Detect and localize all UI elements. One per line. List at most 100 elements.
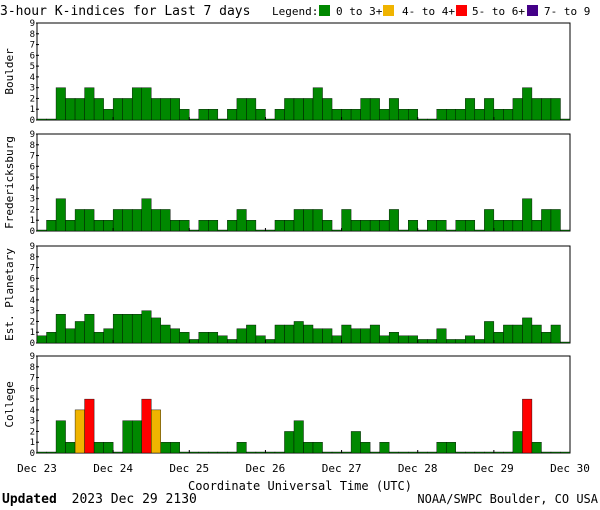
- bar: [560, 118, 571, 121]
- bar: [474, 229, 485, 232]
- bar: [446, 109, 456, 121]
- bar: [465, 220, 476, 232]
- bar: [436, 442, 447, 454]
- bar: [36, 118, 47, 121]
- bar: [55, 314, 66, 344]
- bar: [189, 118, 200, 121]
- legend-label: Legend:: [272, 5, 318, 18]
- bar: [550, 209, 561, 232]
- bar: [455, 451, 466, 454]
- y-tick-label: 9: [30, 19, 35, 29]
- x-axis-label: Coordinate Universal Time (UTC): [188, 479, 412, 493]
- bar: [417, 451, 428, 454]
- footer-updated-label: Updated: [2, 492, 57, 507]
- bar: [227, 451, 238, 454]
- y-tick-label: 2: [30, 317, 35, 327]
- bar: [93, 98, 104, 121]
- bar: [55, 198, 66, 232]
- bar: [560, 229, 571, 232]
- bar: [512, 324, 523, 344]
- bar: [131, 314, 142, 344]
- bar: [388, 332, 399, 344]
- bar: [198, 332, 209, 344]
- bar: [312, 87, 323, 121]
- bar: [303, 209, 314, 232]
- x-tick-label: Dec 23: [17, 462, 57, 475]
- bar: [65, 442, 76, 454]
- bar: [84, 398, 95, 454]
- y-tick-label: 6: [30, 51, 35, 61]
- bar: [246, 451, 257, 454]
- bar: [474, 339, 485, 344]
- bar: [522, 87, 533, 121]
- bar: [122, 209, 133, 232]
- bar: [93, 442, 104, 454]
- bar: [189, 229, 200, 232]
- bar: [160, 98, 171, 121]
- bar: [550, 324, 561, 344]
- bar: [55, 87, 66, 121]
- bar: [512, 220, 523, 232]
- bar: [398, 229, 409, 232]
- bar: [360, 442, 371, 454]
- y-tick-label: 4: [30, 406, 35, 416]
- bar: [93, 220, 104, 232]
- bar: [408, 109, 418, 121]
- bar: [284, 431, 295, 454]
- bar: [293, 209, 304, 232]
- y-tick-label: 9: [30, 352, 35, 362]
- bar: [417, 118, 428, 121]
- bar: [512, 431, 523, 454]
- series-label: Fredericksburg: [3, 136, 16, 229]
- chart-title: 3-hour K-indices for Last 7 days: [0, 4, 250, 19]
- bar: [160, 442, 171, 454]
- bar: [350, 431, 361, 454]
- bar: [46, 332, 57, 344]
- bar: [436, 220, 447, 232]
- bar: [408, 335, 418, 344]
- y-tick-label: 2: [30, 205, 35, 215]
- bar: [360, 328, 371, 344]
- bar: [436, 328, 447, 344]
- x-tick-label: Dec 29: [474, 462, 514, 475]
- bar: [331, 229, 342, 232]
- bar: [408, 220, 418, 232]
- y-tick-label: 5: [30, 395, 35, 405]
- y-tick-label: 4: [30, 296, 35, 306]
- y-tick-label: 2: [30, 427, 35, 437]
- bar: [265, 229, 276, 232]
- bar: [265, 118, 276, 121]
- y-tick-label: 8: [30, 253, 35, 263]
- bar: [151, 209, 161, 232]
- bar: [398, 109, 409, 121]
- bar: [379, 220, 390, 232]
- bar: [512, 98, 523, 121]
- bar: [541, 451, 552, 454]
- bar: [170, 220, 180, 232]
- series-label: Boulder: [3, 48, 16, 95]
- bar: [493, 451, 504, 454]
- bar: [217, 451, 228, 454]
- y-tick-label: 3: [30, 84, 35, 94]
- y-tick-label: 1: [30, 105, 35, 115]
- y-tick-label: 5: [30, 173, 35, 183]
- bar: [312, 442, 323, 454]
- bar: [112, 314, 123, 344]
- footer-updated-value: 2023 Dec 29 2130: [72, 492, 197, 507]
- bar: [522, 198, 533, 232]
- bar: [65, 328, 76, 344]
- bar: [455, 339, 466, 344]
- bar: [503, 220, 514, 232]
- legend-item-0-label: 0 to 3+: [336, 5, 383, 18]
- bar: [427, 451, 437, 454]
- bar: [331, 335, 342, 344]
- bar: [255, 451, 266, 454]
- bar: [465, 335, 476, 344]
- bar: [236, 328, 247, 344]
- bar: [531, 442, 542, 454]
- bar: [103, 109, 114, 121]
- bar: [531, 220, 542, 232]
